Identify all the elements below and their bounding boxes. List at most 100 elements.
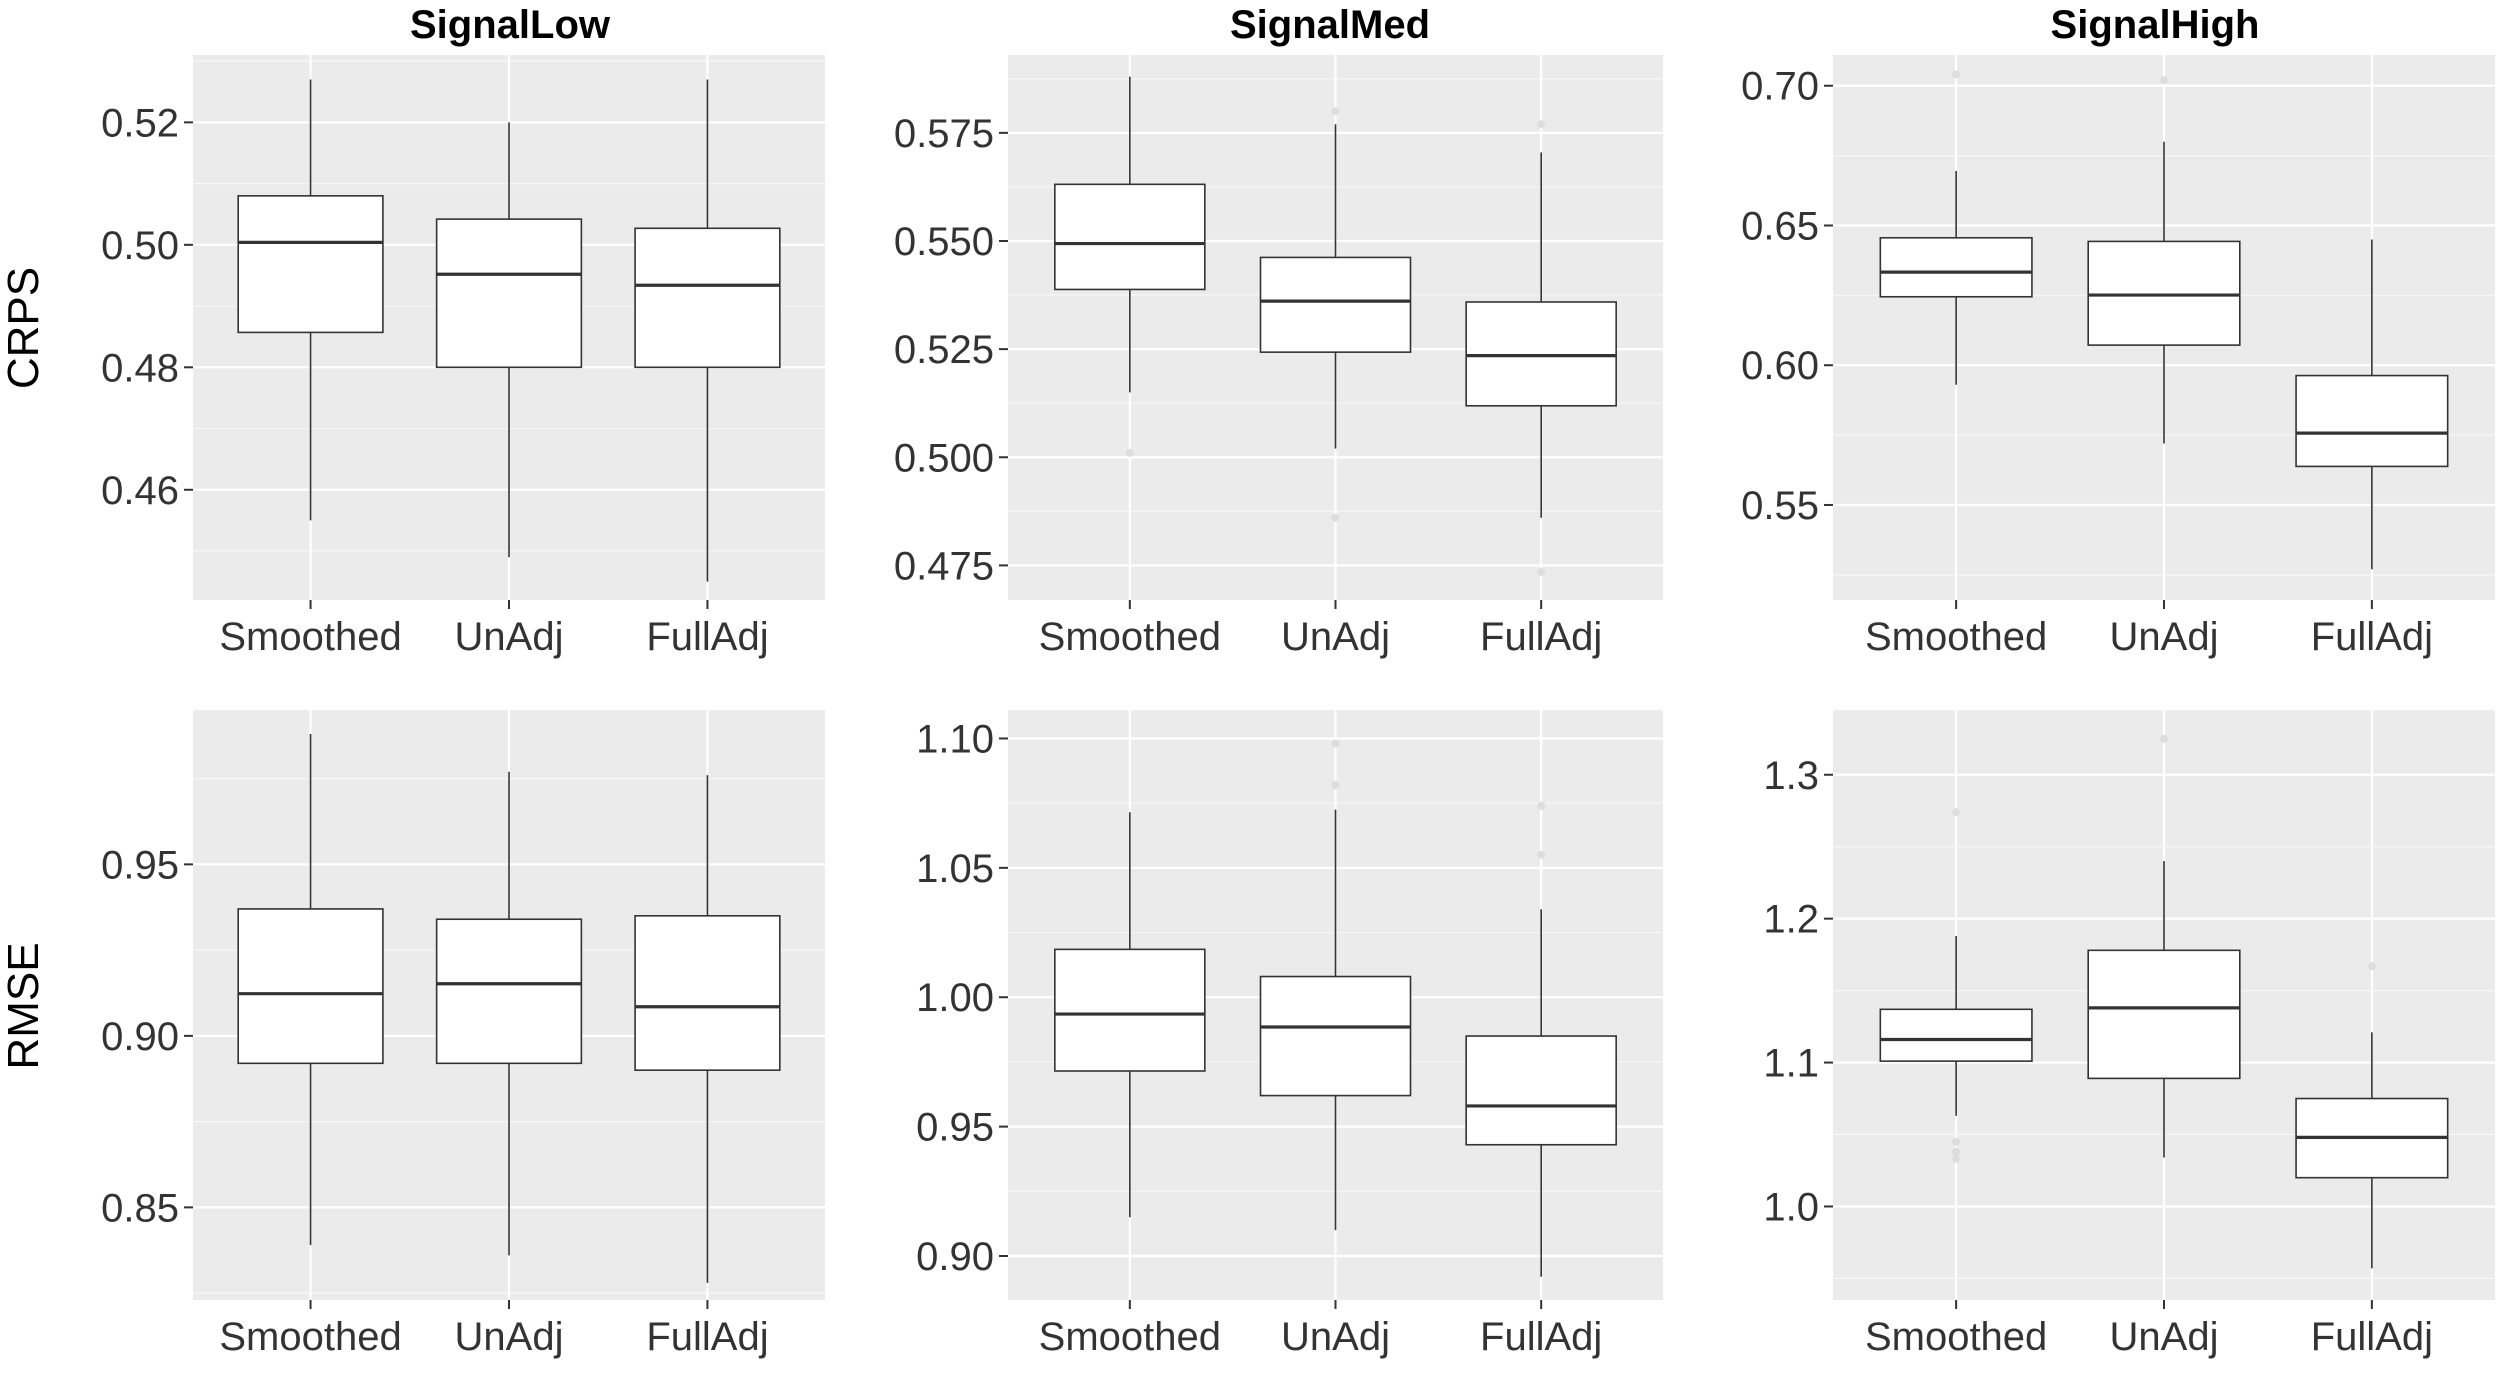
box-iqr — [1879, 236, 2033, 298]
x-tick-label-fulladj: FullAdj — [646, 615, 768, 659]
x-tick-label-fulladj: FullAdj — [646, 1315, 768, 1359]
y-tick-label: 0.95 — [916, 1106, 994, 1150]
panel-crps-signallow: 0.46 0.48 0.50 0.52 Smoothed UnAdj FullAdj — [101, 55, 825, 659]
box-fulladj — [2295, 962, 2449, 1269]
outlier-point — [1952, 1154, 1961, 1163]
box-unadj — [435, 122, 583, 558]
y-tick-label: 0.525 — [894, 328, 994, 372]
y-tick-label: 0.50 — [101, 224, 179, 268]
panel-crps-signalhigh: 0.55 0.60 0.65 0.70 Smoothed UnAdj FullAdj — [1741, 55, 2495, 659]
x-tick-label-unadj: UnAdj — [455, 1315, 564, 1359]
outlier-point — [1537, 567, 1546, 576]
box-unadj — [1259, 107, 1412, 522]
y-tick-label: 1.2 — [1763, 898, 1819, 942]
panel-crps-signalmed: 0.475 0.500 0.525 0.550 0.575 Smoothed UnAdj Fu… — [894, 55, 1663, 659]
box-iqr — [1054, 183, 1206, 291]
panel-rmse-signalmed: 0.90 0.95 1.00 1.05 1.10 Smoothed UnAdj FullAdj — [916, 710, 1663, 1359]
x-tick-label-smoothed: Smoothed — [1039, 1315, 1221, 1359]
x-tick-label-unadj: UnAdj — [455, 615, 564, 659]
y-tick-label: 0.90 — [101, 1015, 179, 1059]
x-tick-label-smoothed: Smoothed — [219, 615, 401, 659]
outlier-point — [1537, 850, 1546, 859]
x-tick-label-smoothed: Smoothed — [1865, 615, 2047, 659]
box-iqr — [1054, 948, 1206, 1072]
panel-rmse-signallow: 0.85 0.90 0.95 Smoothed UnAdj FullAdj — [101, 710, 825, 1359]
box-iqr — [1465, 301, 1617, 407]
row-label-crps: CRPS — [0, 267, 48, 389]
box-iqr — [2087, 949, 2241, 1080]
y-tick-label: 0.90 — [916, 1235, 994, 1279]
outlier-point — [1331, 513, 1340, 522]
y-tick-label: 0.500 — [894, 436, 994, 480]
outlier-point — [1537, 801, 1546, 810]
y-tick-label: 0.60 — [1741, 344, 1819, 388]
y-tick-label: 0.48 — [101, 346, 179, 390]
box-iqr — [435, 918, 583, 1065]
x-tick-label-unadj: UnAdj — [2110, 1315, 2219, 1359]
x-tick-label-smoothed: Smoothed — [1865, 1315, 2047, 1359]
x-tick-label-fulladj: FullAdj — [2311, 615, 2433, 659]
box-fulladj — [2295, 239, 2449, 570]
y-tick-label: 1.10 — [916, 717, 994, 761]
box-fulladj — [1465, 801, 1617, 1277]
outlier-point — [1331, 107, 1340, 116]
y-tick-label: 0.52 — [101, 101, 179, 145]
outlier-point — [2160, 76, 2168, 85]
box-iqr — [1259, 975, 1412, 1097]
box-fulladj — [634, 775, 781, 1283]
panel-rmse-signalhigh: 1.0 1.1 1.2 1.3 Smoothed UnAdj FullAdj — [1763, 710, 2495, 1359]
y-tick-label: 0.575 — [894, 112, 994, 156]
y-tick-label: 0.475 — [894, 544, 994, 588]
y-tick-label: 1.00 — [916, 976, 994, 1020]
column-title-signalhigh: SignalHigh — [2051, 3, 2260, 47]
y-tick-label: 1.05 — [916, 847, 994, 891]
outlier-point — [1537, 120, 1546, 129]
x-tick-label-smoothed: Smoothed — [219, 1315, 401, 1359]
y-tick-label: 1.1 — [1763, 1042, 1819, 1086]
box-iqr — [634, 915, 781, 1071]
y-tick-label: 0.70 — [1741, 65, 1819, 109]
y-tick-label: 1.3 — [1763, 754, 1819, 798]
box-iqr — [1465, 1035, 1617, 1146]
box-iqr — [634, 227, 781, 369]
outlier-point — [1125, 448, 1134, 457]
y-tick-label: 0.65 — [1741, 204, 1819, 248]
box-smoothed — [1879, 70, 2033, 385]
x-tick-label-fulladj: FullAdj — [1480, 1315, 1602, 1359]
x-tick-label-fulladj: FullAdj — [2311, 1315, 2433, 1359]
outlier-point — [2367, 962, 2376, 971]
box-unadj — [2087, 734, 2241, 1158]
box-smoothed — [237, 79, 384, 521]
outlier-point — [1331, 781, 1340, 790]
box-unadj — [2087, 76, 2241, 444]
box-iqr — [435, 218, 583, 369]
x-tick-label-unadj: UnAdj — [1281, 1315, 1390, 1359]
box-smoothed — [1054, 76, 1206, 457]
column-title-signalmed: SignalMed — [1230, 3, 1430, 47]
x-tick-label-unadj: UnAdj — [2110, 615, 2219, 659]
y-tick-label: 0.46 — [101, 469, 179, 513]
y-tick-label: 1.0 — [1763, 1185, 1819, 1229]
box-unadj — [435, 771, 583, 1256]
column-title-signallow: SignalLow — [410, 3, 611, 47]
box-iqr — [1879, 1008, 2033, 1062]
box-iqr — [1259, 256, 1412, 353]
box-unadj — [1259, 739, 1412, 1231]
y-tick-label: 0.95 — [101, 843, 179, 887]
outlier-point — [1952, 70, 1961, 79]
row-label-rmse: RMSE — [0, 942, 48, 1069]
outlier-point — [1952, 1137, 1961, 1146]
outlier-point — [1952, 808, 1961, 817]
outlier-point — [2160, 734, 2168, 743]
x-tick-label-smoothed: Smoothed — [1039, 615, 1221, 659]
box-fulladj — [634, 79, 781, 582]
x-tick-label-fulladj: FullAdj — [1480, 615, 1602, 659]
y-tick-label: 0.85 — [101, 1186, 179, 1230]
box-fulladj — [1465, 120, 1617, 576]
box-iqr — [237, 908, 384, 1065]
box-smoothed — [237, 734, 384, 1246]
box-smoothed — [1054, 812, 1206, 1218]
box-iqr — [237, 195, 384, 334]
outlier-point — [1331, 739, 1340, 748]
